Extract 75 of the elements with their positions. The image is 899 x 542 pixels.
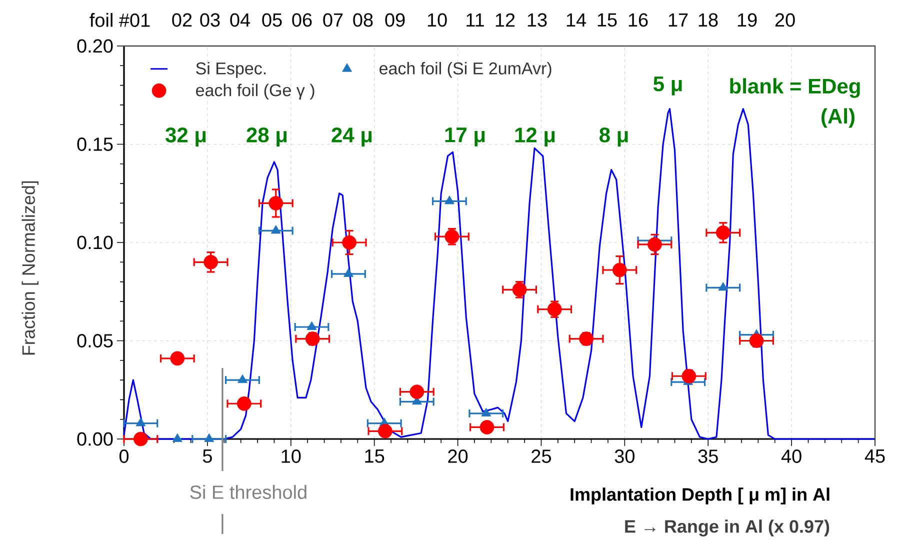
point xyxy=(481,408,492,416)
text: 19 xyxy=(738,13,757,27)
point xyxy=(204,433,214,442)
y-tick-label: 0.05 xyxy=(77,334,113,348)
x-tick-label: 25 xyxy=(532,450,551,463)
x-tick-label: 30 xyxy=(614,450,634,463)
point xyxy=(170,351,185,366)
point xyxy=(305,332,320,346)
text: 11 xyxy=(466,13,484,27)
text: 15 xyxy=(598,13,617,27)
point xyxy=(344,268,354,277)
text: 09 xyxy=(385,13,405,27)
text: 14 xyxy=(566,13,586,27)
text: 04 xyxy=(230,13,250,27)
point xyxy=(480,420,494,434)
text: 02 xyxy=(172,13,192,27)
text: 08 xyxy=(353,13,373,27)
point xyxy=(238,374,248,383)
text: 13 xyxy=(528,13,547,27)
x-tick-label: 40 xyxy=(781,450,802,463)
annotation: 28 μ xyxy=(246,128,287,146)
x-tick-label: 10 xyxy=(282,450,301,463)
point xyxy=(749,334,764,348)
x-tick-label: 15 xyxy=(365,450,384,463)
annotation: blank = EDeg xyxy=(730,78,860,98)
ref-line-label: Si E threshold xyxy=(190,485,306,499)
text: E → Range in Al (x 0.97) xyxy=(625,520,830,536)
annotation: 8 μ xyxy=(600,128,628,146)
annotation: 24 μ xyxy=(332,128,372,146)
text: 17 xyxy=(668,13,688,27)
point xyxy=(236,396,252,411)
point xyxy=(306,321,317,330)
point xyxy=(270,225,281,234)
point xyxy=(612,262,627,278)
text: 12 xyxy=(496,13,515,27)
point xyxy=(268,196,284,210)
text: 03 xyxy=(200,13,220,27)
point xyxy=(342,235,356,250)
text: foil #01 xyxy=(90,13,150,27)
legend-label: Si Espec. xyxy=(196,62,266,78)
x-tick-label: 45 xyxy=(864,450,885,463)
legend-label: each foil (Ge γ ) xyxy=(196,84,314,100)
y-tick-label: 0.15 xyxy=(77,138,113,151)
x-tick-label: 35 xyxy=(698,450,718,463)
text: 10 xyxy=(428,13,447,27)
annotation: 12 μ xyxy=(515,128,555,146)
point xyxy=(648,237,662,252)
x-axis-title: Implantation Depth [ μ m] in Al xyxy=(570,488,830,504)
point xyxy=(444,196,454,204)
text: 05 xyxy=(262,13,282,27)
annotation: (Al) xyxy=(822,108,854,128)
x-tick-label: 20 xyxy=(448,450,468,463)
text: 20 xyxy=(775,13,795,27)
point xyxy=(172,433,182,442)
annotation: 32 μ xyxy=(165,128,206,146)
point xyxy=(410,384,424,400)
y-tick-label: 0.10 xyxy=(77,236,113,250)
x-tick-label: 5 xyxy=(202,450,212,463)
point xyxy=(378,424,392,438)
annotation: 5 μ xyxy=(653,76,682,96)
point xyxy=(718,282,728,291)
text: 18 xyxy=(698,13,718,27)
point xyxy=(133,432,148,446)
y-tick-label: 0.00 xyxy=(77,432,113,446)
text: 06 xyxy=(292,13,312,27)
text: 07 xyxy=(323,13,343,27)
point xyxy=(204,254,218,270)
y-axis-title: Fraction [ Normalized] xyxy=(22,181,39,355)
annotation: 17 μ xyxy=(445,128,485,146)
y-tick-label: 0.20 xyxy=(77,39,113,53)
x-tick-label: 0 xyxy=(119,450,129,463)
point xyxy=(136,418,146,426)
point xyxy=(716,225,730,240)
legend-label: each foil (Si E 2umAvr) xyxy=(380,62,552,78)
text: 16 xyxy=(628,13,648,27)
